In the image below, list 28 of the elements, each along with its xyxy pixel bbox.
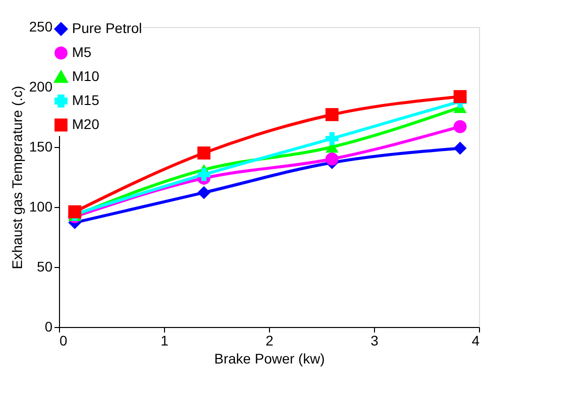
legend-label: M15 xyxy=(72,92,100,108)
legend-label: M5 xyxy=(72,44,92,60)
x-tick-label: 1 xyxy=(160,332,169,348)
y-axis-title: Exhaust gas Temperature (.c) xyxy=(9,86,26,270)
y-tick-label: 200 xyxy=(29,78,53,94)
point xyxy=(197,146,210,160)
point xyxy=(325,108,339,122)
x-axis-title: Brake Power (kw) xyxy=(214,350,325,366)
x-tick-label: 4 xyxy=(472,332,480,348)
point xyxy=(197,168,210,182)
y-tick-label: 100 xyxy=(29,198,53,214)
point xyxy=(454,120,467,134)
point xyxy=(325,132,339,146)
point xyxy=(68,205,82,218)
legend-label: M10 xyxy=(72,68,100,84)
legend-label: Pure Petrol xyxy=(72,20,142,36)
x-tick-label: 0 xyxy=(60,332,68,348)
point xyxy=(325,152,339,166)
point xyxy=(454,142,467,155)
x-tick-label: 2 xyxy=(266,332,274,348)
y-tick-label: 0 xyxy=(44,318,53,334)
y-tick-label: 50 xyxy=(36,258,53,274)
legend-label: M20 xyxy=(72,116,100,132)
x-tick-label: 3 xyxy=(370,332,379,348)
point xyxy=(197,186,210,200)
y-tick-label: 150 xyxy=(29,138,53,154)
y-tick-label: 250 xyxy=(29,18,53,34)
point xyxy=(454,90,467,104)
